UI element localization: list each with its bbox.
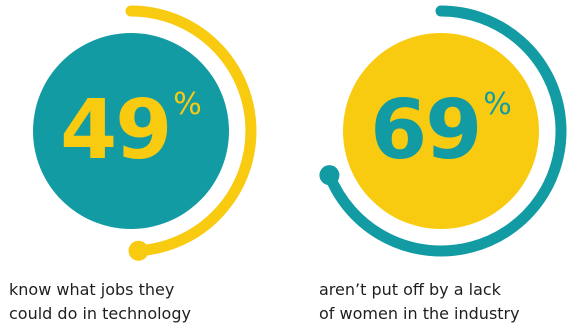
stat-2-number: 69: [370, 83, 480, 178]
stat-2-caption-line-1: aren’t put off by a lack: [319, 280, 502, 299]
stat-1-number-group: 49%: [60, 83, 202, 178]
stat-2-number-group: 69%: [370, 83, 512, 178]
stat-2-percent-sign: %: [483, 87, 512, 122]
stat-2-circle: [343, 33, 539, 229]
stat-1-number: 49: [60, 83, 170, 178]
stat-2-progress-ring: [323, 5, 567, 257]
stat-1-progress-ring: [125, 5, 257, 257]
stat-2-caption-line-2: of women in the industry: [319, 304, 520, 323]
stat-2: 69% aren’t put off by a lack of women in…: [319, 5, 567, 323]
stat-2-ring-end-cap: [319, 165, 340, 186]
stat-1: 49% know what jobs they could do in tech…: [9, 5, 257, 323]
stat-1-circle: [33, 33, 229, 229]
stat-1-caption-line-1: know what jobs they: [9, 280, 174, 299]
stat-1-percent-sign: %: [173, 87, 202, 122]
stat-1-ring-end-cap: [128, 240, 149, 261]
stat-1-caption-line-2: could do in technology: [9, 304, 191, 323]
